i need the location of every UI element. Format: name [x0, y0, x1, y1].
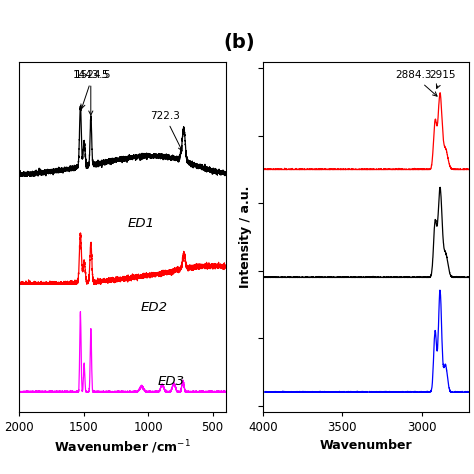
X-axis label: Wavenumber /cm$^{-1}$: Wavenumber /cm$^{-1}$: [54, 438, 191, 456]
Text: 1443.5: 1443.5: [73, 71, 109, 115]
Text: ED1: ED1: [128, 217, 155, 230]
X-axis label: Wavenumber: Wavenumber: [319, 438, 412, 452]
Text: 2884.3: 2884.3: [395, 71, 437, 96]
Text: 2915: 2915: [429, 71, 456, 89]
Text: ED2: ED2: [141, 301, 168, 314]
Y-axis label: Intensity / a.u.: Intensity / a.u.: [239, 186, 252, 288]
Text: ED3: ED3: [158, 375, 185, 388]
Text: 1524.5: 1524.5: [74, 71, 111, 109]
Text: (b): (b): [224, 33, 255, 52]
Text: 722.3: 722.3: [150, 111, 182, 151]
